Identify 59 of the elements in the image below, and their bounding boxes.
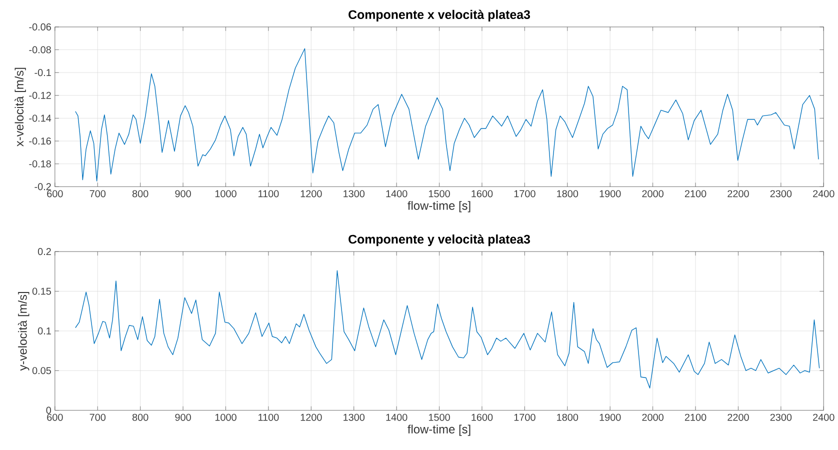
- x-tick-label: 1700: [514, 414, 536, 421]
- x-tick-label: 2400: [813, 414, 834, 421]
- y-tick-label: -0.18: [29, 160, 51, 168]
- y-tick-label: 0: [46, 406, 52, 414]
- y-tick-label: -0.16: [29, 137, 51, 144]
- y-tick-label: 0.15: [32, 288, 51, 295]
- x-tick-label: 1700: [514, 190, 536, 198]
- y-tick-label: -0.1: [34, 68, 51, 76]
- x-tick-label: 2000: [642, 190, 664, 198]
- x-tick-label: 1600: [472, 414, 493, 421]
- y-tick-label: -0.2: [34, 183, 51, 190]
- x-tick-label: 2200: [728, 190, 749, 198]
- x-tick-label: 1500: [428, 414, 450, 421]
- x-tick-label: 2100: [684, 414, 706, 421]
- x-tick-label: 1300: [344, 414, 365, 421]
- x-tick-label: 2300: [770, 190, 792, 198]
- x-tick-label: 1900: [600, 190, 621, 198]
- x-tick-label: 1400: [386, 190, 408, 198]
- x-tick-label: 1200: [300, 414, 322, 421]
- x-tick-label: 1200: [300, 190, 322, 198]
- y-axis-title: y-velocità [m/s]: [18, 292, 30, 371]
- x-tick-label: 2200: [728, 414, 749, 421]
- x-tick-label: 1400: [386, 414, 408, 421]
- x-tick-label: 1500: [428, 190, 450, 198]
- x-tick-label: 700: [90, 190, 106, 198]
- y-tick-label: -0.12: [29, 92, 51, 99]
- x-tick-label: 2300: [770, 414, 792, 421]
- x-tick-label: 1300: [344, 190, 365, 198]
- x-tick-label: 900: [175, 414, 191, 421]
- y-axis-title: x-velocità [m/s]: [14, 68, 26, 146]
- x-tick-label: 800: [132, 190, 148, 198]
- x-tick-label: 600: [47, 414, 63, 421]
- x-tick-label: 1800: [557, 414, 578, 421]
- y-tick-label: -0.14: [29, 114, 52, 122]
- x-tick-label: 2100: [684, 190, 706, 198]
- x-tick-label: 900: [175, 190, 191, 198]
- y-tick-label: 0.05: [32, 366, 51, 374]
- line-series: [75, 270, 820, 388]
- x-tick-label: 2000: [642, 414, 664, 421]
- x-axis-title: flow-time [s]: [408, 200, 470, 212]
- chart-title: Componente x velocità platea3: [348, 10, 530, 22]
- x-tick-label: 1600: [472, 190, 493, 198]
- y-tick-label: 0.1: [38, 327, 51, 334]
- x-tick-label: 1900: [600, 414, 621, 421]
- y-tick-label: -0.06: [29, 23, 51, 30]
- x-tick-label: 1800: [557, 190, 578, 198]
- x-axis-title: flow-time [s]: [408, 424, 470, 436]
- chart-title: Componente y velocità platea3: [348, 234, 530, 246]
- x-tick-label: 2400: [813, 190, 834, 198]
- x-tick-label: 1100: [258, 190, 279, 198]
- y-tick-label: -0.08: [29, 46, 51, 54]
- line-series: [75, 48, 819, 182]
- y-tick-label: 0.2: [38, 248, 51, 255]
- x-tick-label: 600: [47, 190, 63, 198]
- x-tick-label: 800: [132, 414, 148, 421]
- x-tick-label: 1100: [258, 414, 279, 421]
- x-tick-label: 700: [90, 414, 106, 421]
- x-tick-label: 1000: [215, 190, 236, 198]
- x-tick-label: 1000: [215, 414, 236, 421]
